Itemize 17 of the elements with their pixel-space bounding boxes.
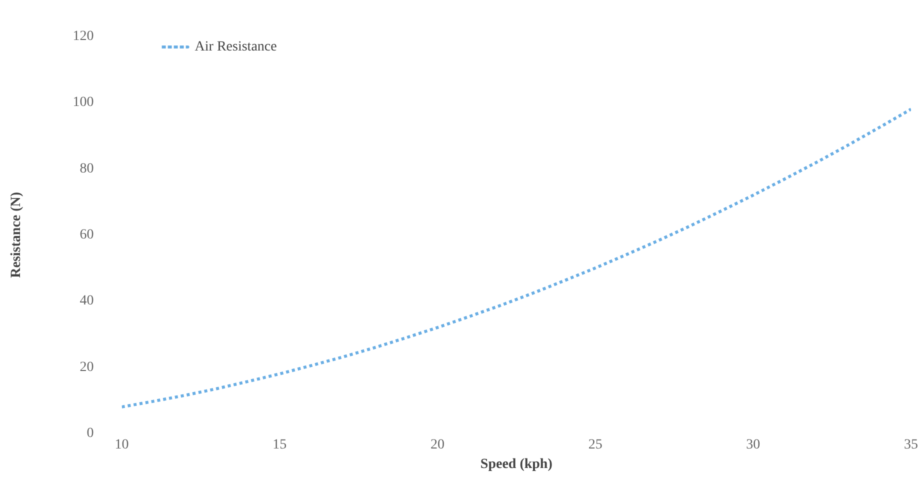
x-tick-label: 35 [904,437,918,452]
x-tick-label: 30 [746,437,760,452]
y-tick-label: 80 [80,161,94,176]
y-tick-label: 100 [72,95,94,110]
x-axis-title: Speed (kph) [480,457,553,472]
legend-label: Air Resistance [194,40,277,55]
y-tick-label: 40 [80,294,94,309]
y-axis-title: Resistance (N) [9,192,24,278]
y-tick-label: 0 [86,426,94,442]
x-tick-label: 20 [430,437,444,452]
x-tick-label: 10 [114,437,129,452]
x-tick-label: 25 [588,437,602,452]
y-tick-label: 60 [80,228,94,243]
y-tick-label: 120 [72,29,94,44]
line-series [122,108,911,408]
y-tick-label: 20 [80,360,94,375]
x-tick-label: 15 [272,437,287,452]
